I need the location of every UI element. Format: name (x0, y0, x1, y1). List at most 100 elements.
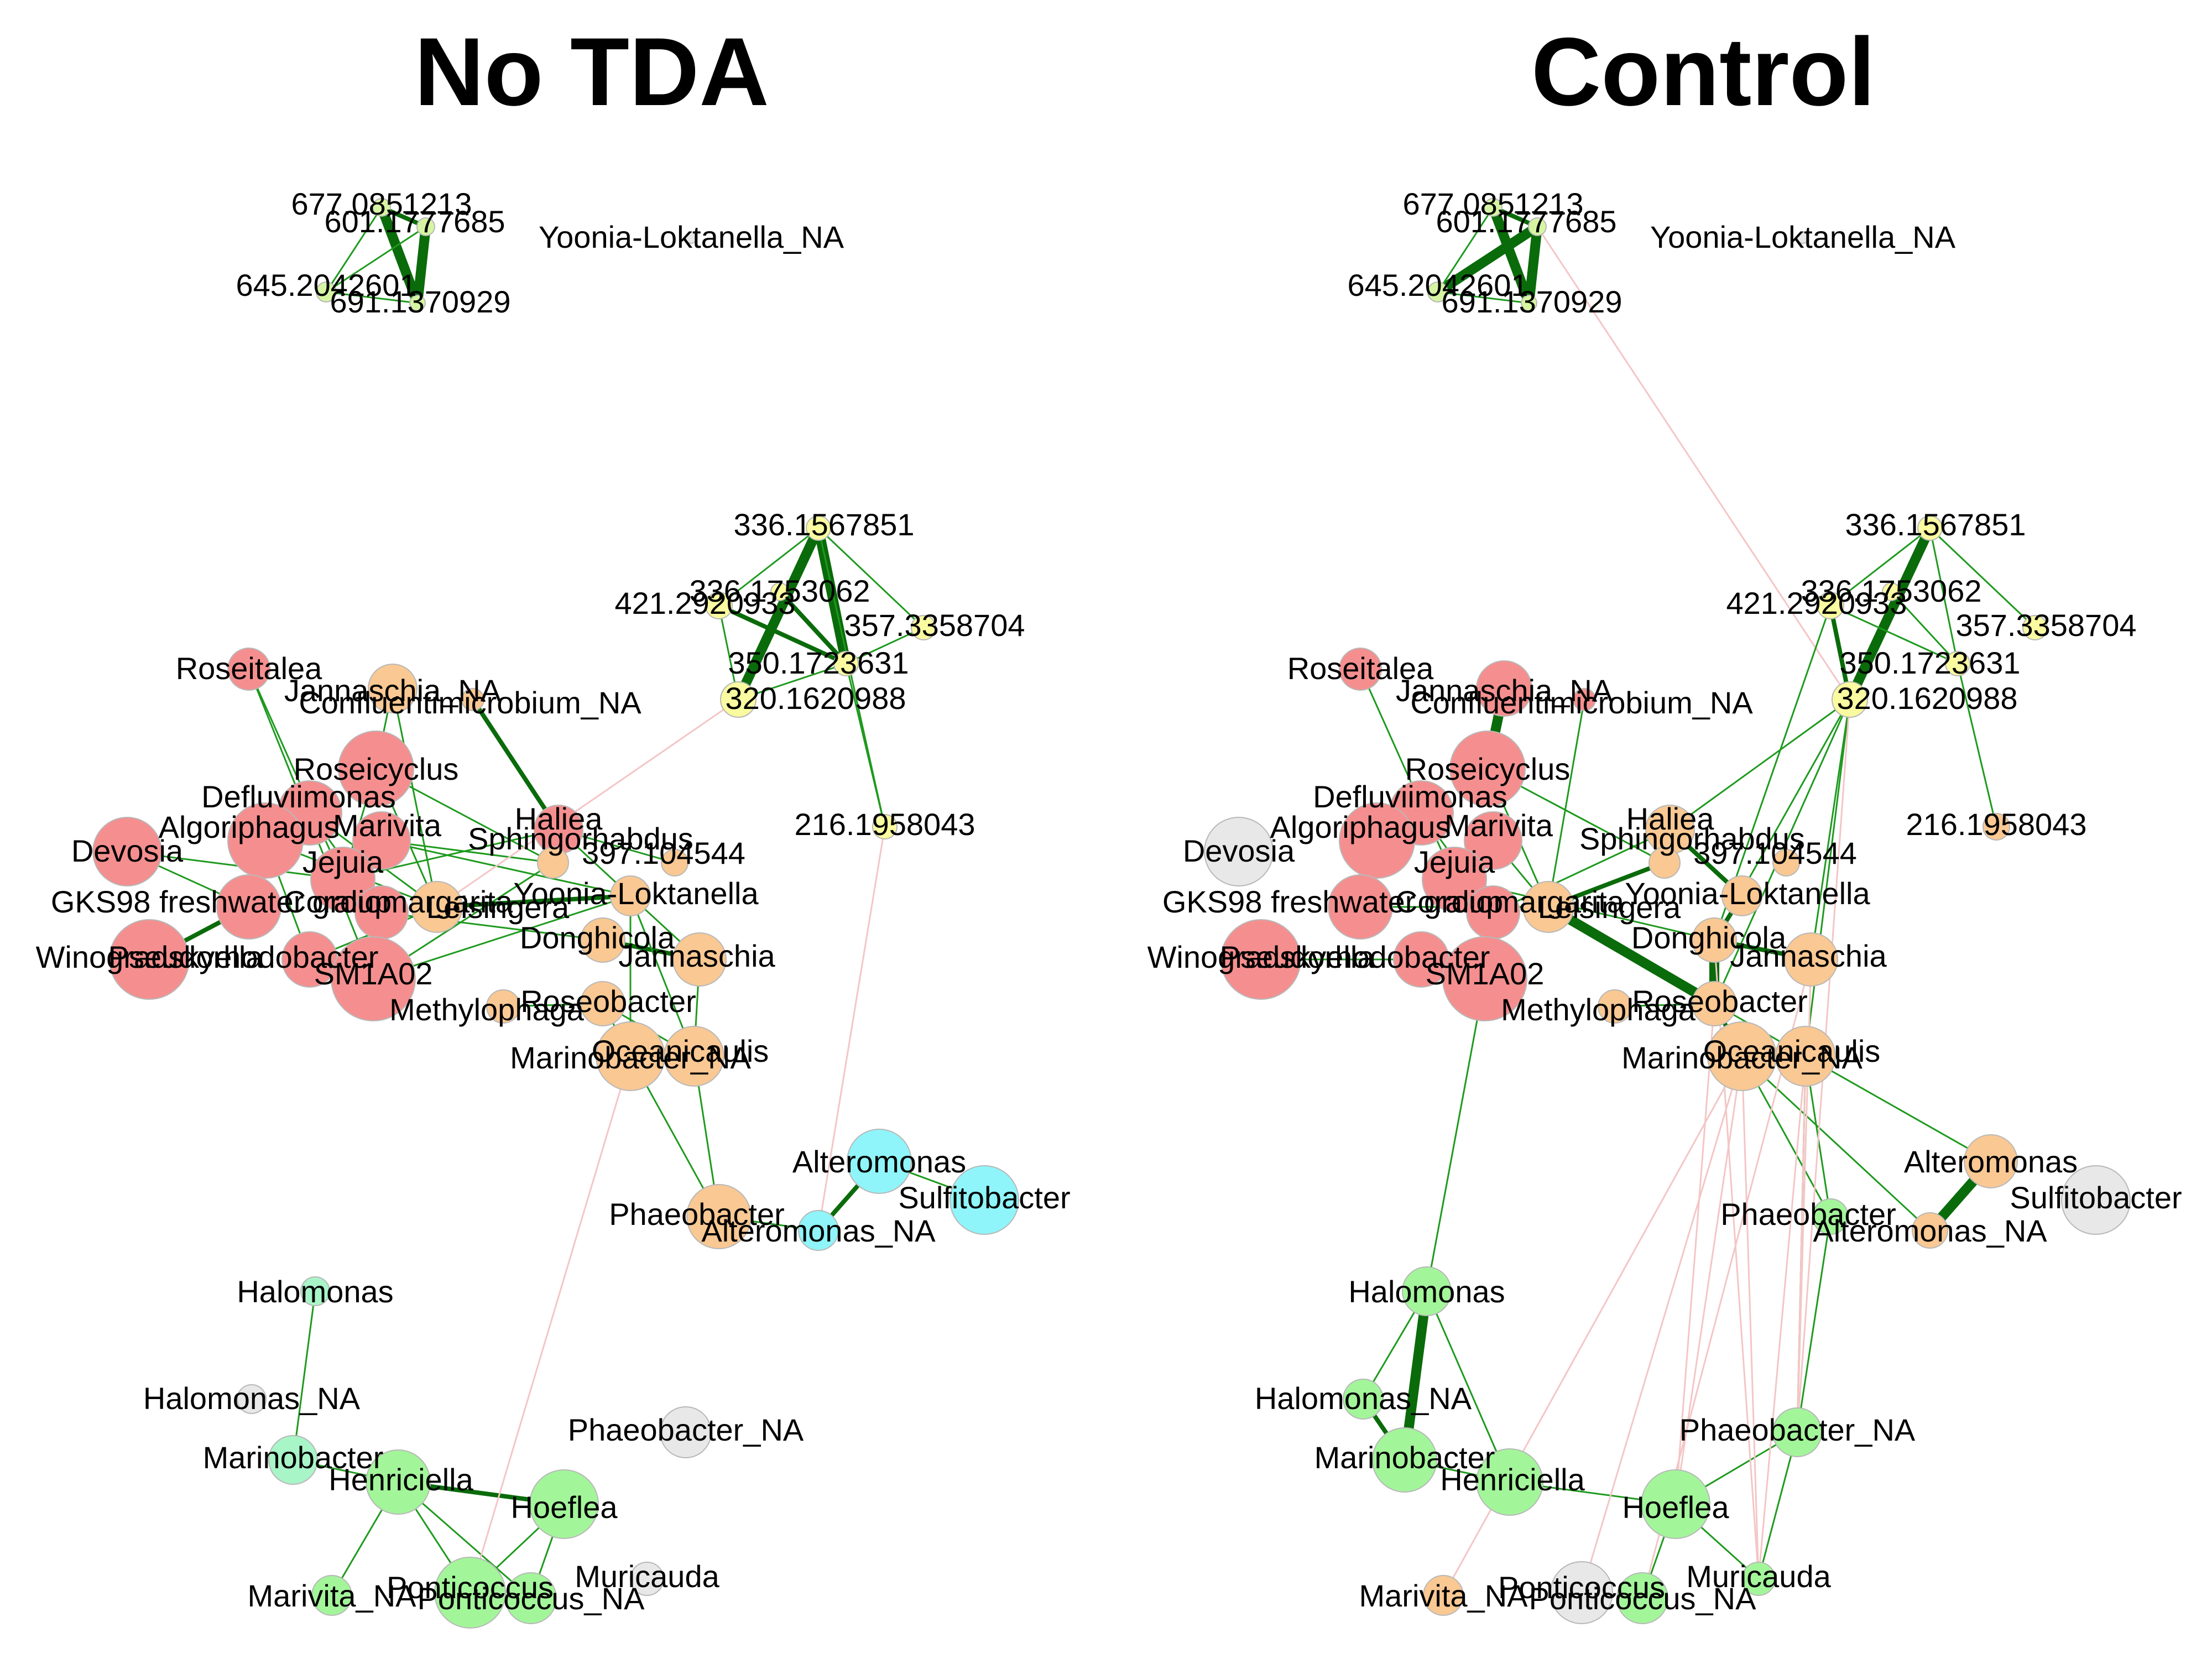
node-label-muricauda: Muricauda (575, 1559, 719, 1594)
node-label-336-1753062: 336.1753062 (689, 573, 870, 608)
node-jannaschia (672, 932, 727, 987)
node-alteromonas-na (798, 1210, 839, 1251)
node-320-1620988 (720, 681, 757, 718)
node-label-gks98-freshwater-group: GKS98 freshwater group (51, 884, 392, 919)
positive-edge-halomonas-henriciella (1426, 1290, 1511, 1483)
positive-edge-601-1777685-691-1370929 (1524, 222, 1542, 308)
node-jannaschia-na (1476, 660, 1532, 717)
node-label-phaeobacter-na: Phaeobacter_NA (568, 1412, 804, 1447)
node-label-donghicola: Donghicola (520, 920, 675, 955)
node-label-leisingera: Leisingera (426, 890, 570, 925)
node-jannaschia-na (368, 664, 418, 713)
node-label-defluviimonas: Defluviimonas (1313, 779, 1507, 814)
node-alteromonas (847, 1129, 912, 1194)
node-label-marinobacter: Marinobacter (1314, 1440, 1495, 1475)
node-label-320-1620988: 320.1620988 (1837, 681, 2017, 716)
node-label-methylophaga: Methylophaga (1501, 992, 1696, 1027)
node-label-677-0851213: 677.0851213 (291, 186, 472, 221)
node-donghicola (580, 917, 625, 963)
node-label-phaeobacter-na: Phaeobacter_NA (1679, 1412, 1916, 1447)
node-label-confluentimicrobium-na: Confluentimicrobium_NA (1410, 685, 1753, 720)
positive-edge-jejuia-haliea (342, 828, 560, 880)
node-ponticoccus (434, 1557, 506, 1629)
node-label-677-0851213: 677.0851213 (1402, 186, 1583, 221)
node-357-3358704 (911, 615, 936, 640)
node-label-sulfitobacter: Sulfitobacter (898, 1180, 1070, 1215)
node-sulfitobacter (950, 1165, 1019, 1235)
node-label-marivita-na: Marivita_NA (1359, 1578, 1528, 1613)
node-label-halomonas: Halomonas (1348, 1274, 1505, 1309)
positive-edge-leisingera-roseobacter (1543, 902, 1719, 1009)
node-roseicyclus (338, 731, 414, 807)
node-397-104544 (1772, 849, 1800, 877)
node-label-roseicyclus: Roseicyclus (294, 752, 459, 786)
node-hoeflea (1641, 1469, 1710, 1539)
node-label-coraliomargarita: Coraliomargarita (1395, 884, 1625, 919)
node-sphingorhabdus (537, 847, 569, 879)
node-yoonia-loktanella (610, 875, 651, 916)
node-label-ponticoccus-na: Ponticoccus_NA (1529, 1581, 1757, 1616)
node-label-winogradskyella: Winogradskyella (36, 940, 264, 974)
positive-edge-645-2042601-691-1370929 (1437, 291, 1530, 304)
node-label-alteromonas-na: Alteromonas_NA (1813, 1213, 2047, 1248)
node-marinobacter (268, 1435, 318, 1485)
positive-edge-677-0851213-691-1370929 (377, 202, 422, 308)
positive-edge-601-1777685-691-1370929 (413, 222, 431, 308)
node-label-yoonia-loktanella: Yoonia-Loktanella (513, 876, 759, 911)
node-label-haliea: Haliea (515, 801, 603, 836)
node-marivita-na (311, 1575, 352, 1616)
node-label-320-1620988: 320.1620988 (725, 681, 906, 716)
node-601-1777685 (1528, 217, 1547, 236)
node-421-2920933 (705, 592, 733, 619)
node-leisingera (411, 881, 463, 933)
positive-edge-645-2042601-677-0851213 (1437, 206, 1494, 293)
positive-edge-645-2042601-691-1370929 (325, 291, 419, 304)
positive-edge-357-3358704-336-1567851 (817, 527, 925, 629)
positive-edge-421-2920933-336-1567851 (718, 527, 820, 607)
negative-edge-601-1777685-320-1620988 (1536, 226, 1851, 701)
node-confluentimicrobium-na (461, 688, 484, 711)
node-label-alteromonas: Alteromonas (792, 1144, 966, 1179)
positive-edge-320-1620988-haliea (1669, 698, 1851, 831)
node-label-yoonia-loktanella-na: Yoonia-Loktanella_NA (539, 220, 844, 254)
node-sphingorhabdus (1648, 847, 1681, 879)
panel-title-control: Control (1531, 18, 1875, 126)
node-label-sphingorhabdus: Sphingorhabdus (468, 821, 693, 856)
node-label-devosia: Devosia (71, 833, 184, 868)
node-601-1777685 (416, 217, 435, 236)
node-label-algoriphagus: Algoriphagus (159, 810, 340, 844)
node-label-halomonas-na: Halomonas_NA (143, 1381, 361, 1416)
positive-edge-357-3358704-350-1723631 (845, 627, 925, 665)
positive-edge-devosia-jejuia (126, 851, 344, 880)
node-label-jannaschia: Jannaschia (1730, 938, 1887, 973)
node-label-defluviimonas: Defluviimonas (201, 779, 396, 814)
node-algoriphagus (227, 802, 304, 879)
node-691-1370929 (409, 295, 426, 311)
node-roseicyclus (1449, 731, 1526, 807)
positive-edge-marivita-yoonia-loktanella (380, 839, 632, 897)
positive-edge-421-2920933-350-1723631 (717, 603, 848, 666)
node-leisingera (1522, 881, 1574, 933)
node-label-roseitalea: Roseitalea (176, 651, 322, 686)
positive-edge-halomonas-marinobacter (292, 1290, 316, 1461)
positive-edge-336-1567851-350-1723631 (1929, 527, 1959, 665)
node-muricauda (1741, 1562, 1776, 1596)
node-yoonia-loktanella-na (685, 232, 697, 244)
node-label-601-1777685: 601.1777685 (1436, 204, 1616, 239)
node-label-691-1370929: 691.1370929 (1441, 284, 1622, 319)
negative-edge-roseobacter-hoeflea (1674, 1003, 1715, 1505)
node-label-336-1567851: 336.1567851 (1845, 507, 2026, 542)
node-label-haliea: Haliea (1626, 801, 1715, 836)
node-label-leisingera: Leisingera (1538, 890, 1681, 925)
node-gks98-freshwater-group (1328, 874, 1393, 940)
node-216-1958043 (872, 814, 898, 839)
node-label-ponticoccus: Ponticoccus (387, 1570, 554, 1605)
node-label-methylophaga: Methylophaga (389, 992, 585, 1027)
node-gks98-freshwater-group (216, 874, 281, 940)
node-halomonas (300, 1276, 330, 1306)
node-confluentimicrobium-na (1573, 688, 1596, 711)
node-jannaschia (1784, 932, 1838, 987)
node-label-henriciella: Henriciella (1440, 1462, 1585, 1497)
